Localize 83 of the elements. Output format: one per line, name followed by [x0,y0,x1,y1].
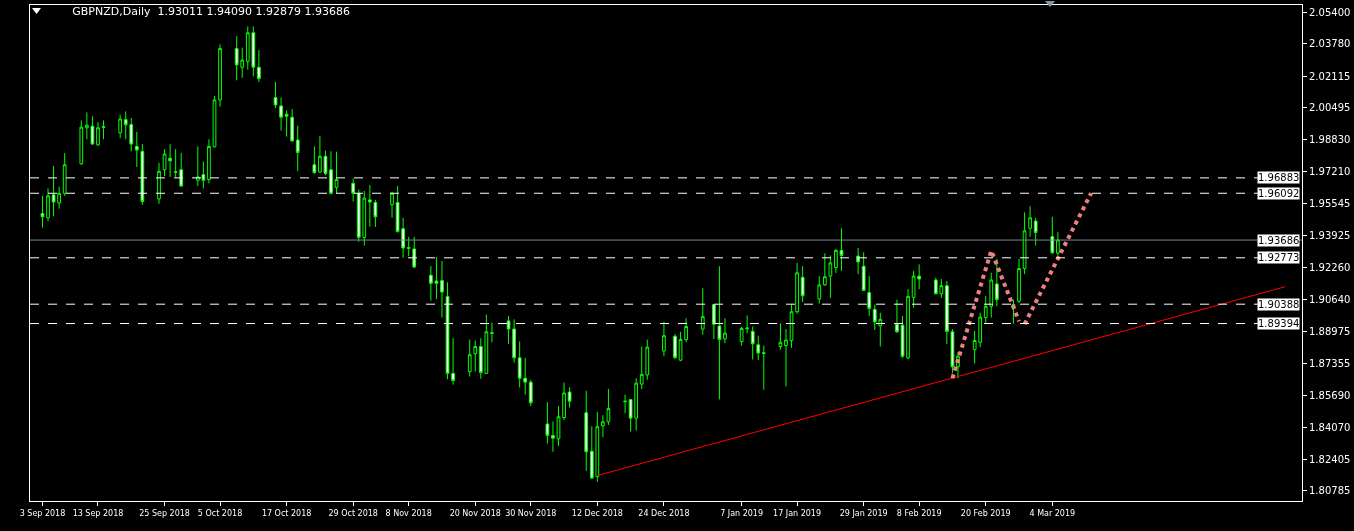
y-tick-label: 1.90640 [1309,293,1351,305]
candlestick [1033,217,1038,247]
candlestick [329,150,333,195]
candlestick [1050,216,1055,255]
y-tick-label: 1.85690 [1309,390,1351,402]
candlestick [817,275,822,305]
y-tick-label: 1.80785 [1309,485,1351,497]
ref-line-label: 1.93686 [1258,235,1300,246]
y-tick-label: 1.84070 [1309,421,1351,433]
candlestick [96,121,100,147]
candlestick [528,379,533,407]
candlestick [473,340,478,373]
candlestick [257,49,261,83]
candlestick [800,265,805,303]
candlestick [723,317,727,344]
ref-line-label: 1.89394 [1258,318,1300,329]
y-tick-label: 2.00495 [1309,102,1351,114]
y-tick-label: 1.88975 [1309,326,1351,338]
candlestick [567,386,572,409]
candlestick [761,345,766,391]
candlestick [700,287,705,336]
ref-line-label: 1.90388 [1258,299,1300,310]
x-tick-label: 20 Feb 2019 [960,508,1011,518]
y-tick-label: 1.93925 [1309,229,1351,241]
x-tick-label: 25 Sep 2018 [139,508,190,518]
candlestick [134,131,139,168]
candlestick [467,339,472,378]
ref-line-label: 1.96092 [1258,188,1300,199]
x-tick-label: 24 Dec 2018 [638,508,690,518]
y-tick-label: 1.95545 [1309,198,1351,210]
candlestick [118,114,123,139]
x-tick-label: 30 Nov 2018 [505,508,557,518]
candlestick [778,323,783,351]
candlestick [1022,211,1027,275]
candlestick [1017,258,1021,304]
x-tick-label: 13 Sep 2018 [72,508,124,518]
candlestick [290,108,295,143]
candlestick [490,322,494,343]
candlestick [101,119,106,140]
candlestick [62,152,67,197]
candlestick [1056,231,1060,257]
y-tick-label: 1.98830 [1309,134,1351,146]
x-tick-label: 5 Oct 2018 [197,508,243,518]
candlestick [295,125,300,172]
x-tick-label: 29 Oct 2018 [328,508,378,518]
x-tick-label: 3 Sep 2018 [19,508,66,518]
candlestick [157,162,161,205]
ref-line-label: 1.92773 [1258,252,1300,263]
y-tick-label: 1.82405 [1309,453,1351,465]
candlestick [40,195,45,229]
candlestick [284,109,289,138]
x-tick-label: 8 Nov 2018 [385,508,432,518]
chart-title: GBPNZD,Daily 1.93011 1.94090 1.92879 1.93686 [72,4,350,18]
candlestick [584,390,589,472]
candlestick [623,394,627,414]
x-tick-label: 7 Jan 2019 [720,508,764,518]
y-tick-label: 2.05400 [1309,6,1351,18]
ref-line-label: 1.96883 [1258,172,1300,183]
candlestick [1028,205,1032,238]
candlestick [784,328,788,387]
candlestick [79,119,84,166]
x-tick-label: 4 Mar 2019 [1029,508,1076,518]
candlestick [334,151,339,194]
x-tick-label: 17 Jan 2019 [773,508,822,518]
candlestick [545,401,550,445]
candlestick [750,326,755,361]
candlestick [46,187,50,222]
candlestick [756,335,761,361]
candlestick [673,333,677,360]
y-tick-label: 1.87355 [1309,357,1351,369]
x-tick-label: 17 Oct 2018 [261,508,312,518]
candlestick [994,258,999,307]
x-tick-label: 12 Dec 2018 [571,508,623,518]
candlestick [390,191,394,219]
y-tick-label: 2.02115 [1309,70,1351,82]
x-tick-label: 29 Jan 2019 [839,508,888,518]
y-tick-label: 1.97210 [1309,166,1351,177]
candlestick [312,145,317,175]
y-tick-label: 1.92260 [1309,262,1351,274]
y-tick-label: 2.03780 [1309,38,1351,50]
x-tick-label: 20 Nov 2018 [449,508,501,518]
candlestick [662,321,666,357]
x-tick-label: 8 Feb 2019 [896,508,942,518]
